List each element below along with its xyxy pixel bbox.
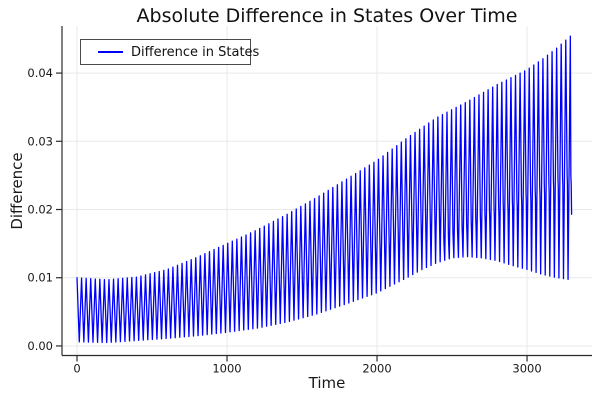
svg-text:0.00: 0.00 [27, 339, 53, 353]
svg-text:0: 0 [73, 362, 80, 376]
svg-text:3000: 3000 [512, 362, 541, 376]
legend-line-swatch [98, 51, 123, 53]
svg-text:0.04: 0.04 [27, 66, 53, 80]
x-axis-label: Time [308, 374, 346, 392]
svg-text:0.03: 0.03 [27, 134, 53, 148]
svg-text:0.02: 0.02 [27, 203, 53, 217]
chart-title: Absolute Difference in States Over Time [136, 5, 518, 27]
legend-series-label: Difference in States [131, 44, 260, 60]
legend: Difference in States [80, 39, 259, 65]
svg-text:2000: 2000 [362, 362, 391, 376]
svg-text:1000: 1000 [212, 362, 241, 376]
svg-text:0.01: 0.01 [27, 271, 53, 285]
